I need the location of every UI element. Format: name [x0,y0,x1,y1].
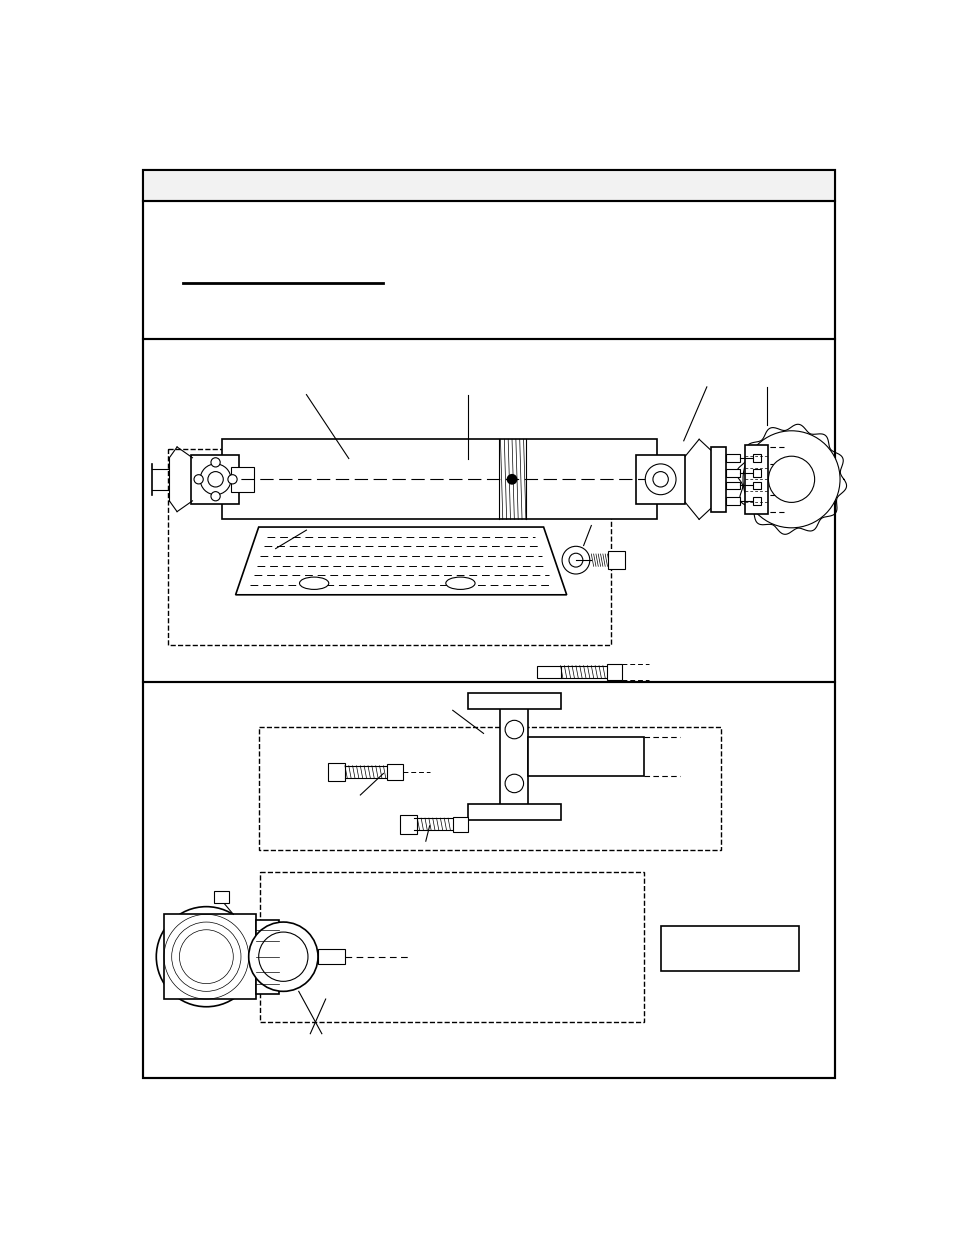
Bar [143,200,834,340]
Bar [231,467,253,492]
Circle shape [156,906,256,1007]
Ellipse shape [445,577,475,589]
Circle shape [644,464,676,495]
Circle shape [561,546,589,574]
Polygon shape [235,527,566,595]
Bar [752,496,760,505]
Bar [500,695,528,818]
Circle shape [211,492,220,501]
Bar [260,872,643,1023]
Circle shape [767,456,814,503]
Circle shape [652,472,668,487]
Bar [453,816,468,832]
Circle shape [258,932,308,982]
Circle shape [228,474,237,484]
Circle shape [193,474,203,484]
Bar [213,892,229,903]
Circle shape [200,464,231,495]
Bar [164,914,256,999]
Bar [168,448,610,645]
Bar [744,445,767,514]
Circle shape [506,474,517,484]
Bar [258,727,720,851]
Bar [400,815,416,834]
Bar [725,454,740,462]
Circle shape [504,774,523,793]
Bar [606,664,621,679]
Bar [143,340,834,682]
Bar [528,737,643,776]
Bar [752,469,760,477]
Bar [725,469,740,477]
Bar [659,926,799,971]
Circle shape [742,431,840,527]
Bar [710,447,725,511]
Bar [328,763,345,782]
Circle shape [249,923,317,992]
Bar [608,551,624,569]
Bar [752,454,760,462]
Bar [468,804,560,820]
Circle shape [208,472,223,487]
Circle shape [504,720,523,739]
Bar [387,764,402,779]
Bar [537,666,560,678]
Bar [636,454,684,504]
Bar [725,482,740,489]
Bar [191,454,238,504]
Bar [317,948,345,965]
Bar [256,920,279,994]
Bar [143,682,834,1078]
Bar [468,693,560,709]
Circle shape [568,553,582,567]
Bar [725,496,740,505]
Ellipse shape [299,577,329,589]
Bar [752,482,760,489]
Circle shape [211,458,220,467]
Bar [143,169,834,200]
Bar [221,440,656,520]
